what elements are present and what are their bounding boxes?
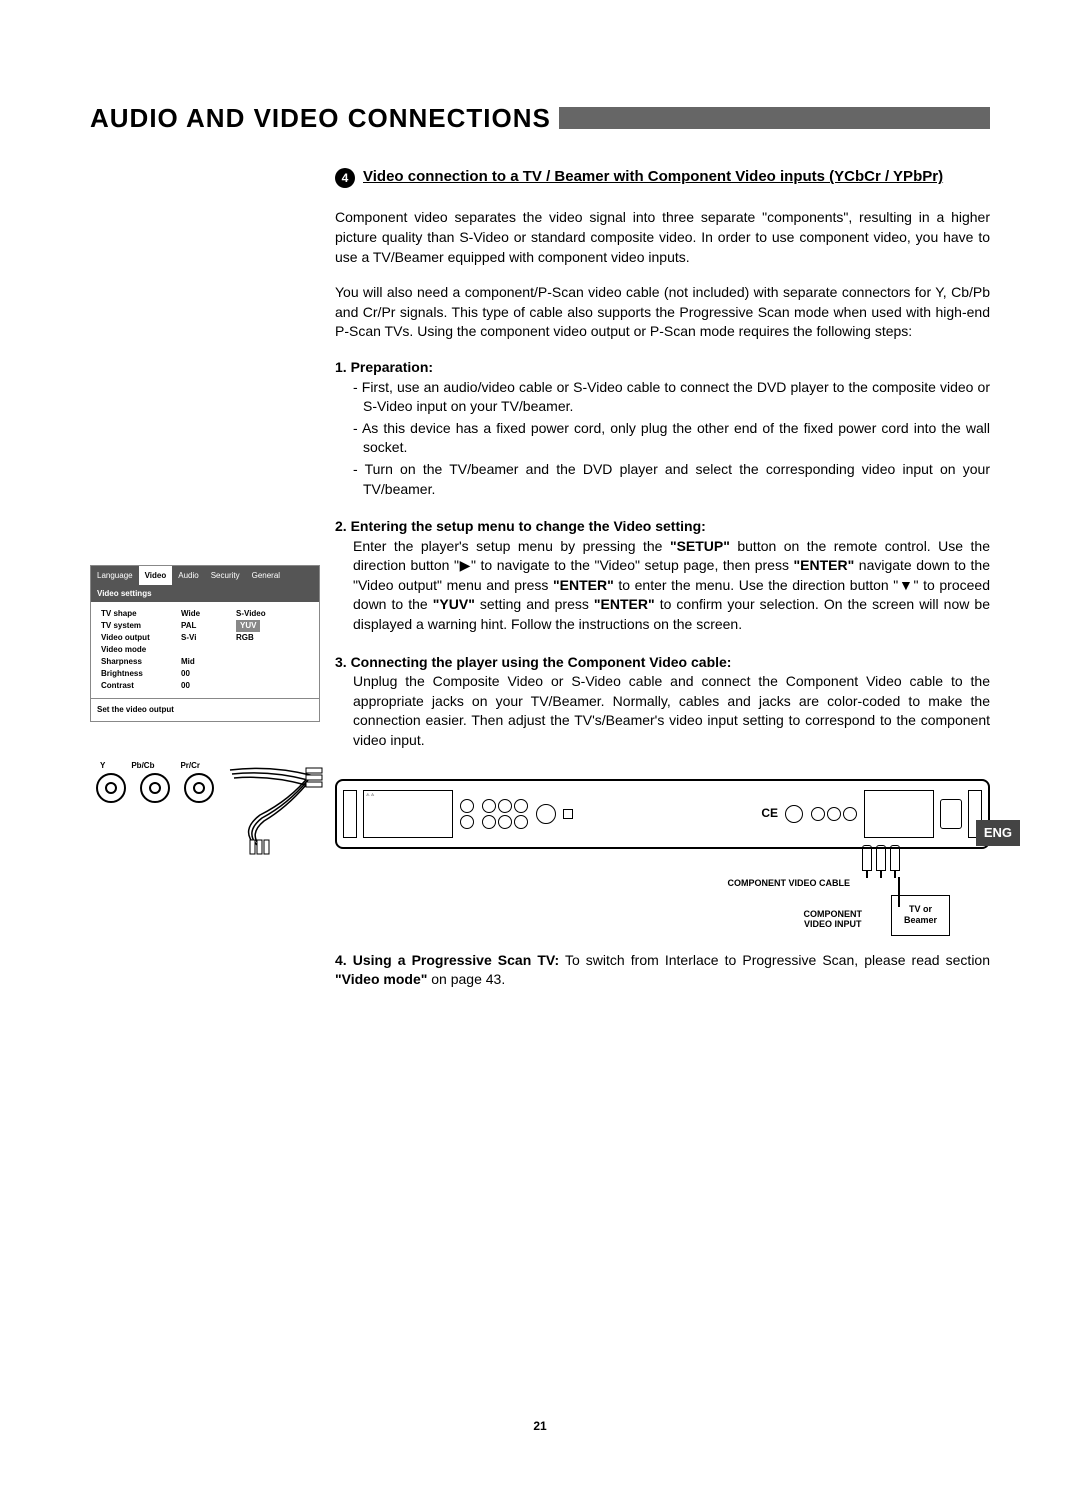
section-number-icon: 4 [335, 168, 355, 188]
menu-footer: Set the video output [91, 698, 319, 720]
tab-language: Language [91, 566, 139, 585]
port-icon [563, 809, 573, 819]
step-3-body: Unplug the Composite Video or S-Video ca… [335, 672, 990, 750]
section-title: Video connection to a TV / Beamer with C… [363, 166, 943, 187]
setup-menu-screenshot: Language Video Audio Security General Vi… [90, 565, 320, 722]
menu-row: TV systemPALYUV [101, 620, 309, 632]
step-3-head: 3. Connecting the player using the Compo… [335, 653, 990, 673]
menu-tabs: Language Video Audio Security General [91, 566, 319, 585]
step-1-item-1: - First, use an audio/video cable or S-V… [335, 378, 990, 417]
s2-setup: "SETUP" [670, 538, 730, 554]
plug-icon [876, 845, 886, 871]
s2-enter2: "ENTER" [553, 577, 614, 593]
menu-row: TV shapeWideS-Video [101, 608, 309, 620]
cable-icon [220, 760, 330, 860]
jack-icon [482, 815, 496, 829]
tab-security: Security [205, 566, 246, 585]
s4-post: on page 43. [427, 971, 505, 987]
tv-label-2: Beamer [904, 915, 937, 925]
jack-label-pr: Pr/Cr [180, 760, 200, 771]
main-column: 4 Video connection to a TV / Beamer with… [335, 166, 990, 989]
jack-icon [811, 807, 825, 821]
jack-icon [482, 799, 496, 813]
s2-enter1: "ENTER" [794, 557, 855, 573]
tab-general: General [246, 566, 286, 585]
s2-t1: Enter the player's setup menu by pressin… [353, 538, 670, 554]
step-3: 3. Connecting the player using the Compo… [335, 653, 990, 751]
panel-slot-left [343, 790, 357, 838]
s4-pre: To switch from Interlace to Progressive … [559, 952, 990, 968]
title-rule [559, 107, 990, 129]
jack-icon [514, 815, 528, 829]
menu-row: Contrast00 [101, 680, 309, 692]
scart-icon [940, 799, 962, 829]
tv-beamer-box: TV or Beamer [891, 895, 950, 936]
s4-vm: "Video mode" [335, 971, 427, 987]
step-4: 4. Using a Progressive Scan TV: To switc… [335, 951, 990, 990]
plug-icons [862, 845, 900, 871]
menu-body: TV shapeWideS-Video TV systemPALYUV Vide… [91, 602, 319, 698]
menu-highlight-yuv: YUV [236, 620, 260, 632]
device-diagram: ⚠ ⚠ CE [335, 779, 990, 935]
ce-mark-icon: CE [761, 805, 778, 822]
jack-label-y: Y [100, 760, 105, 771]
step-1-head: 1. Preparation: [335, 358, 990, 378]
tab-audio: Audio [172, 566, 204, 585]
component-jack-group [810, 806, 858, 822]
intro-paragraph-2: You will also need a component/P-Scan vi… [335, 283, 990, 342]
plug-icon [862, 845, 872, 871]
title-bar: Audio and Video Connections [90, 100, 990, 136]
device-rear-panel: ⚠ ⚠ CE [335, 779, 990, 849]
step-1: 1. Preparation: - First, use an audio/vi… [335, 358, 990, 499]
page-number: 21 [533, 1418, 546, 1435]
s2-enter3: "ENTER" [594, 596, 655, 612]
input-label-2: VIDEO INPUT [804, 919, 862, 929]
s2-t5: setting and press [475, 596, 594, 612]
input-label: COMPONENT VIDEO INPUT [804, 909, 863, 931]
tv-label-1: TV or [909, 904, 932, 914]
jack-icon [460, 815, 474, 829]
jack-icon [498, 815, 512, 829]
s2-yuv: "YUV" [433, 596, 475, 612]
menu-subhead: Video settings [91, 585, 319, 602]
tab-video: Video [139, 566, 173, 585]
jacks-cable-illustration: Y Pb/Cb Pr/Cr [90, 760, 320, 870]
rca-jack-icon [96, 773, 126, 803]
language-tab: ENG [976, 820, 1020, 846]
menu-row: SharpnessMid [101, 656, 309, 668]
jack-icon [514, 799, 528, 813]
rca-jack-icon [184, 773, 214, 803]
menu-row: Video outputS-ViRGB [101, 632, 309, 644]
input-label-1: COMPONENT [804, 909, 863, 919]
rca-jack-icon [140, 773, 170, 803]
jack-icon [785, 805, 803, 823]
info-panel [864, 790, 934, 838]
jack-group-2 [481, 798, 529, 830]
plug-icon [890, 845, 900, 871]
jack-icon [843, 807, 857, 821]
jack-icon [498, 799, 512, 813]
step-2-head: 2. Entering the setup menu to change the… [335, 517, 990, 537]
menu-row: Video mode [101, 644, 309, 656]
jack-icon [536, 804, 556, 824]
connection-lines: COMPONENT VIDEO CABLE COMPONENT VIDEO IN… [335, 845, 990, 935]
step-2: 2. Entering the setup menu to change the… [335, 517, 990, 635]
section-heading: 4 Video connection to a TV / Beamer with… [335, 166, 990, 188]
menu-row: Brightness00 [101, 668, 309, 680]
jack-icon [827, 807, 841, 821]
step-1-item-3: - Turn on the TV/beamer and the DVD play… [335, 460, 990, 499]
step-4-head: 4. Using a Progressive Scan TV: [335, 952, 559, 968]
step-2-body: Enter the player's setup menu by pressin… [335, 537, 990, 635]
step-1-item-2: - As this device has a fixed power cord,… [335, 419, 990, 458]
warning-panel: ⚠ ⚠ [363, 790, 453, 838]
jack-label-pb: Pb/Cb [131, 760, 154, 771]
intro-paragraph-1: Component video separates the video sign… [335, 208, 990, 267]
cable-label: COMPONENT VIDEO CABLE [727, 877, 850, 890]
jack-icon [460, 799, 474, 813]
jack-group-1 [459, 798, 475, 830]
page-title: Audio and Video Connections [90, 100, 551, 136]
